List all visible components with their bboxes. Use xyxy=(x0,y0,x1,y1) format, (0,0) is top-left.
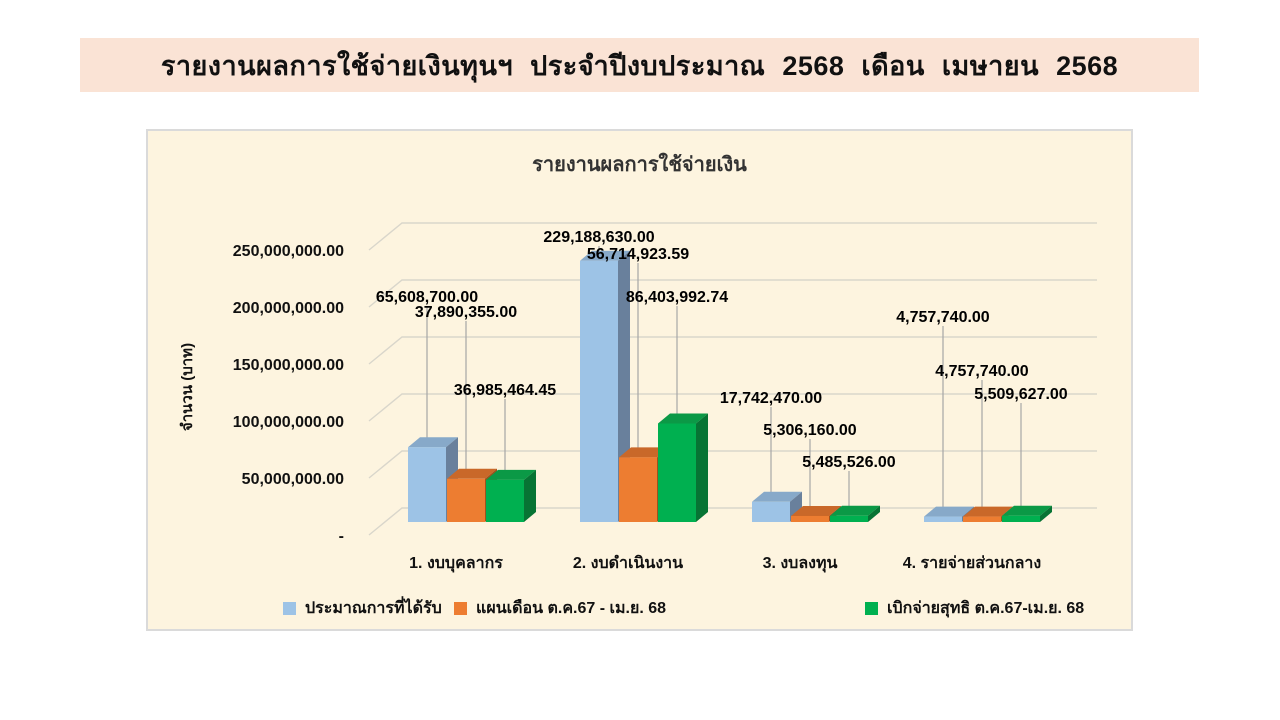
report-title: รายงานผลการใช้จ่ายเงินทุนฯ ประจำปีงบประม… xyxy=(160,50,1119,81)
bar-front xyxy=(408,447,446,522)
data-label: 229,188,630.00 xyxy=(543,229,654,246)
gridline xyxy=(368,393,1097,422)
gridline xyxy=(368,450,1097,479)
data-label: 17,742,470.00 xyxy=(720,390,822,407)
bar-front xyxy=(752,501,790,522)
bar-front xyxy=(658,423,696,522)
bar-front xyxy=(447,478,485,522)
legend-swatch-icon xyxy=(865,601,878,615)
legend-item: ประมาณการที่ได้รับ xyxy=(283,596,442,620)
data-label: 65,608,700.00 xyxy=(376,289,478,306)
data-label: 37,890,355.00 xyxy=(415,304,517,321)
bar-front xyxy=(924,516,962,522)
bar-front xyxy=(963,516,1001,522)
y-tick-label: 150,000,000.00 xyxy=(233,357,344,374)
bar-front xyxy=(791,515,829,522)
data-label: 86,403,992.74 xyxy=(626,289,728,306)
chart-title: รายงานผลการใช้จ่ายเงิน xyxy=(532,154,747,176)
y-tick-label: 100,000,000.00 xyxy=(233,414,344,431)
y-tick-label: - xyxy=(339,528,344,545)
bar-top xyxy=(408,437,458,448)
bar-top xyxy=(924,506,974,517)
data-label: 5,306,160.00 xyxy=(763,422,857,439)
bar-top xyxy=(752,491,802,502)
y-tick-label: 50,000,000.00 xyxy=(242,471,344,488)
chart-plot: - 50,000,000.00 100,000,000.00 150,000,000.… xyxy=(179,222,1097,573)
y-tick-label: 200,000,000.00 xyxy=(233,300,344,317)
bar-top xyxy=(658,413,708,424)
data-label: 5,485,526.00 xyxy=(802,454,896,471)
bar-top xyxy=(447,468,497,479)
bar-side xyxy=(868,505,880,522)
bar-top xyxy=(791,505,841,516)
bar-side xyxy=(696,413,708,522)
data-label: 4,757,740.00 xyxy=(896,309,990,326)
legend-label: แผนเดือน ต.ค.67 - เม.ย. 68 xyxy=(476,599,666,617)
bar-front xyxy=(486,479,524,522)
x-category-label: 1. งบบุคลากร xyxy=(409,555,503,573)
report-title-banner: รายงานผลการใช้จ่ายเงินทุนฯ ประจำปีงบประม… xyxy=(80,38,1199,92)
bar-top xyxy=(619,447,669,458)
bar-side xyxy=(1040,505,1052,522)
legend-item: แผนเดือน ต.ค.67 - เม.ย. 68 xyxy=(454,596,666,620)
y-axis-title: จำนวน (บาท) xyxy=(179,343,196,431)
data-label: 5,509,627.00 xyxy=(974,386,1068,403)
chart-container: รายงานผลการใช้จ่ายเงิน - 50,000,000.00 100… xyxy=(146,129,1133,631)
legend-item: เบิกจ่ายสุทธิ ต.ค.67-เม.ย. 68 xyxy=(865,596,1084,620)
legend-label: เบิกจ่ายสุทธิ ต.ค.67-เม.ย. 68 xyxy=(887,599,1085,617)
data-label: 4,757,740.00 xyxy=(935,363,1029,380)
bar-front xyxy=(580,260,618,522)
bar-top xyxy=(963,506,1013,517)
gridline xyxy=(368,222,1097,251)
chart-legend: ประมาณการที่ได้รับ แผนเดือน ต.ค.67 - เม.ย… xyxy=(148,596,1131,620)
x-category-label: 2. งบดำเนินงาน xyxy=(573,554,683,572)
y-tick-label: 250,000,000.00 xyxy=(233,243,344,260)
data-label: 56,714,923.59 xyxy=(587,246,689,263)
bar-side xyxy=(524,469,536,522)
bar-top xyxy=(486,469,536,480)
gridline xyxy=(368,279,1097,308)
bar-top xyxy=(830,505,880,516)
x-category-label: 4. รายจ่ายส่วนกลาง xyxy=(903,555,1041,572)
legend-swatch-icon xyxy=(283,601,296,615)
bar-front xyxy=(830,515,868,522)
gridline xyxy=(368,336,1097,365)
bar-top xyxy=(1002,505,1052,516)
legend-label: ประมาณการที่ได้รับ xyxy=(305,599,442,617)
legend-swatch-icon xyxy=(454,601,467,615)
data-label: 36,985,464.45 xyxy=(454,382,556,399)
bar-front xyxy=(1002,515,1040,522)
x-category-label: 3. งบลงทุน xyxy=(763,555,838,573)
bar-top xyxy=(580,250,630,261)
bar-front xyxy=(619,457,657,522)
